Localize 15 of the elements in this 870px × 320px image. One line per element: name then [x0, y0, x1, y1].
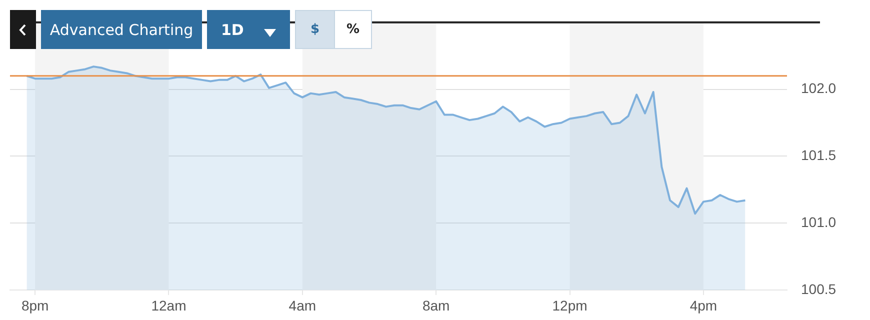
x-tick-label: 12pm: [552, 297, 588, 314]
x-tick-label: 4am: [288, 297, 316, 314]
y-tick-label: 100.5: [801, 280, 836, 297]
x-tick-label: 8am: [422, 297, 450, 314]
x-tick-label: 8pm: [21, 297, 49, 314]
text-button: Advanced Charting: [41, 10, 202, 49]
y-tick-label: 101.0: [801, 214, 836, 230]
x-tick-label: 4pm: [690, 297, 718, 314]
x-tick-label: 12am: [151, 297, 186, 314]
annotation: 1D: [221, 20, 244, 38]
y-tick-label: 102.0: [801, 80, 836, 96]
toggle-button: $: [295, 10, 335, 49]
toggle-button: %: [334, 10, 372, 49]
dropdown-button: 1D: [207, 10, 290, 49]
y-tick-label: 101.5: [801, 147, 836, 164]
